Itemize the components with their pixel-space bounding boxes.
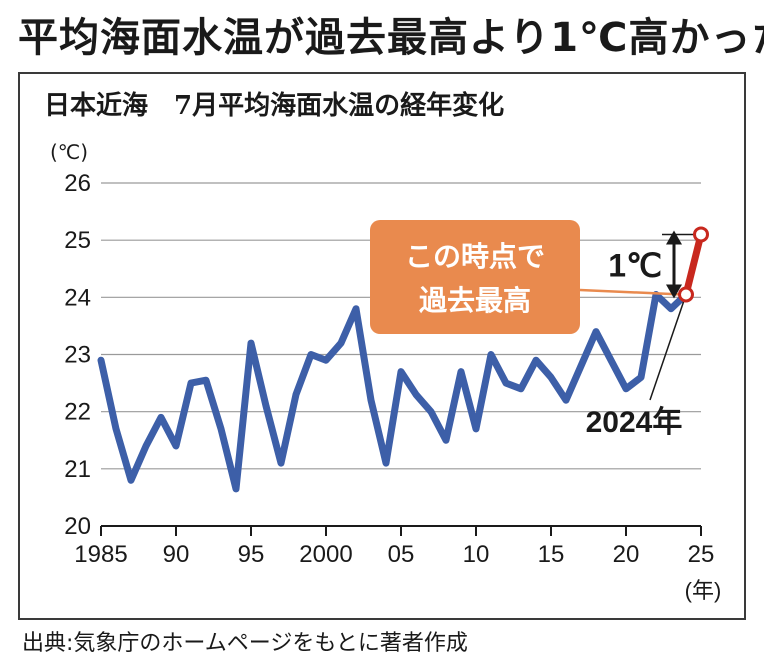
x-tick-label: 20 [613, 541, 640, 568]
callout-box [370, 220, 580, 334]
x-tick-label: 25 [688, 541, 715, 568]
year-label-leader [649, 300, 685, 401]
y-tick-label: 23 [64, 342, 91, 369]
x-axis-unit: (年) [685, 578, 722, 603]
series-line-observed [97, 290, 690, 493]
y-axis-unit: (℃) [50, 140, 89, 164]
x-tick-label: 1985 [74, 541, 127, 568]
year-label: 2024年 [586, 406, 683, 439]
point-2024 [678, 286, 694, 303]
callout-line-2: 過去最高 [419, 285, 531, 316]
point-2025 [693, 226, 709, 243]
delta-arrow-head-down [666, 284, 682, 299]
x-tick-label: 2000 [299, 541, 352, 568]
source-note: 出典:気象庁のホームページをもとに著者作成 [22, 631, 468, 656]
y-tick-label: 20 [64, 513, 91, 540]
page-title: 平均海面水温が過去最高より1℃高かった [18, 15, 764, 61]
delta-arrow-head-up [666, 230, 682, 245]
y-tick-label: 21 [64, 456, 91, 483]
y-tick-label: 22 [64, 399, 91, 426]
callout-leader [579, 288, 683, 296]
x-tick-label: 90 [163, 541, 190, 568]
x-tick-label: 10 [463, 541, 490, 568]
chart-frame [18, 72, 746, 620]
x-tick-label: 05 [388, 541, 415, 568]
series-line-2025 [682, 230, 705, 298]
x-tick-label: 15 [538, 541, 565, 568]
x-tick-label: 95 [238, 541, 265, 568]
callout-line-1: この時点で [405, 241, 545, 272]
y-tick-label: 26 [64, 170, 91, 197]
y-tick-label: 24 [64, 284, 91, 311]
y-tick-label: 25 [64, 227, 91, 254]
chart-title: 日本近海 7月平均海面水温の経年変化 [44, 91, 505, 121]
delta-label: 1℃ [608, 247, 662, 283]
